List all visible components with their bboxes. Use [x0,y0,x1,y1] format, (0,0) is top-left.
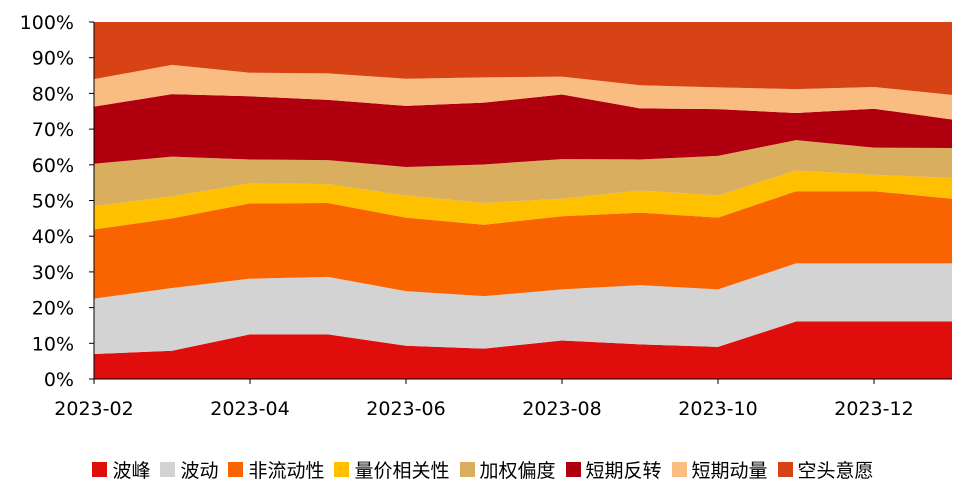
chart-axes: 0% 10% 20% 30% 40% 50% 60% 70% 80% 90% 100% 2023-02… [20,12,952,420]
legend-swatch [334,462,350,477]
legend-item: 量价相关性 [334,456,450,483]
legend-swatch [777,462,793,477]
y-tick-label: 50% [32,191,74,213]
y-tick-label: 100% [20,12,74,34]
legend-label: 短期反转 [585,460,662,482]
x-tick-label: 2023-08 [522,398,601,420]
legend-swatch [228,462,244,477]
x-tick-label: 2023-02 [54,398,133,420]
legend-item: 波动 [160,456,218,483]
y-tick-label: 40% [32,226,74,248]
y-tick-label: 90% [32,48,74,70]
y-tick-label: 70% [32,119,74,141]
area-series-1 [94,321,952,379]
legend-swatch [671,462,687,477]
y-tick-label: 10% [32,333,74,355]
x-tick-label: 2023-10 [678,398,757,420]
area-series-5 [94,140,952,207]
x-tick-label: 2023-12 [834,398,913,420]
area-series-6 [94,94,952,167]
legend-label: 短期动量 [691,460,768,482]
y-tick-label: 0% [44,369,74,391]
chart-legend: 波峰 波动 非流动性 量价相关性 加权偏度 短期反转 短期动量 空头意愿 [0,456,966,483]
area-series-8 [94,22,952,95]
legend-swatch [92,462,108,477]
area-series-2 [94,263,952,355]
x-tick-label: 2023-04 [210,398,289,420]
legend-label: 量价相关性 [354,460,450,482]
y-tick-label: 20% [32,298,74,320]
legend-item: 空头意愿 [777,456,874,483]
y-tick-label: 60% [32,155,74,177]
legend-label: 非流动性 [248,460,325,482]
stacked-area-chart: 0% 10% 20% 30% 40% 50% 60% 70% 80% 90% 100% 2023-02… [20,12,952,420]
x-tick-label: 2023-06 [366,398,445,420]
legend-label: 波动 [180,460,219,482]
area-series-7 [94,64,952,120]
legend-item: 短期反转 [565,456,662,483]
legend-label: 空头意愿 [797,460,874,482]
y-tick-label: 30% [32,262,74,284]
legend-item: 加权偏度 [459,456,556,483]
chart-areas [94,22,952,379]
legend-swatch [459,462,475,477]
legend-item: 波峰 [92,456,150,483]
y-tick-label: 80% [32,83,74,105]
legend-item: 短期动量 [671,456,768,483]
area-series-4 [94,170,952,230]
area-series-3 [94,191,952,299]
legend-swatch [565,462,581,477]
legend-swatch [160,462,176,477]
legend-item: 非流动性 [228,456,324,483]
legend-label: 波峰 [112,460,151,482]
legend-label: 加权偏度 [479,460,556,482]
